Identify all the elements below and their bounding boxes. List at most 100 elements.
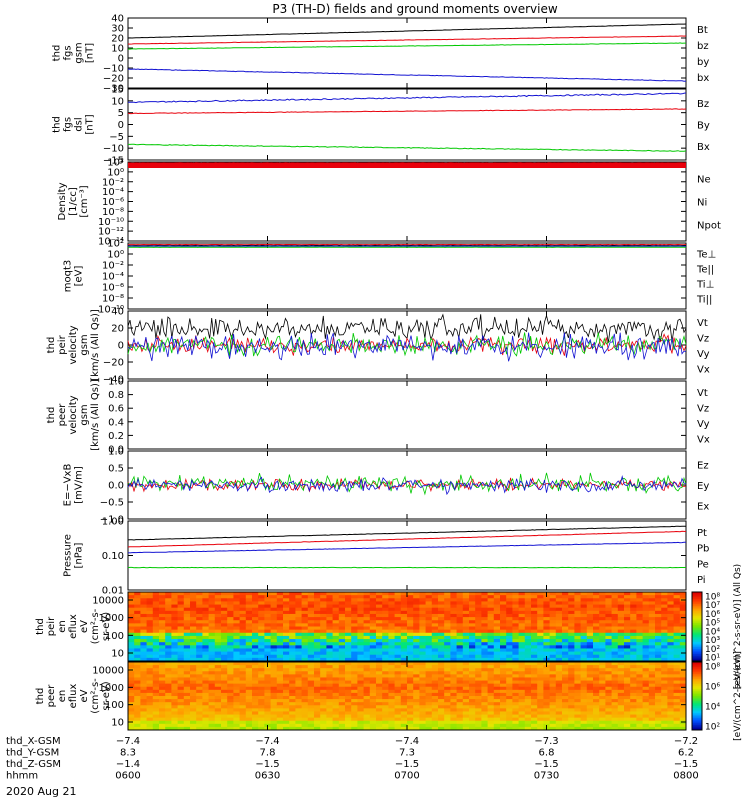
spectrogram-cell xyxy=(190,592,197,596)
spectrogram-cell xyxy=(655,717,662,722)
spectrogram-cell xyxy=(537,592,544,596)
spectrogram-cell xyxy=(394,632,402,637)
spectrogram-cell xyxy=(376,683,383,688)
spectrogram-cell xyxy=(438,717,445,722)
spectrogram-cell xyxy=(580,680,588,685)
spectrogram-cell xyxy=(320,601,327,606)
spectrogram-cell xyxy=(531,696,538,700)
spectrogram-cell xyxy=(338,620,346,624)
spectrogram-cell xyxy=(338,645,346,649)
spectrogram-cell xyxy=(314,604,321,609)
spectrogram-cell xyxy=(487,708,495,712)
spectrogram-cell xyxy=(345,654,352,659)
spectrogram-cell xyxy=(332,610,340,615)
spectrogram-cell xyxy=(438,665,445,669)
spectrogram-cell xyxy=(140,651,148,656)
y-tick-label: −1.0 xyxy=(100,515,124,526)
spectrogram-cell xyxy=(475,714,482,719)
spectrogram-cell xyxy=(593,705,600,709)
spectrogram-cell xyxy=(289,629,296,634)
spectrogram-cell xyxy=(258,665,265,669)
spectrogram-cell xyxy=(518,620,526,624)
spectrogram-cell xyxy=(568,623,575,627)
spectrogram-cell xyxy=(586,677,594,682)
spectrogram-cell xyxy=(351,689,358,694)
spectrogram-cell xyxy=(314,726,321,731)
spectrogram-cell xyxy=(388,686,396,691)
spectrogram-cell xyxy=(512,662,520,666)
panel-frame xyxy=(127,380,687,450)
spectrogram-cell xyxy=(444,617,451,621)
spectrogram-cell xyxy=(152,617,160,621)
spectrogram-cell xyxy=(431,642,439,646)
spectrogram-cell xyxy=(574,699,582,703)
spectrogram-cell xyxy=(456,717,464,722)
spectrogram-cell xyxy=(469,702,476,706)
spectrogram-cell xyxy=(630,629,637,634)
spectrogram-cell xyxy=(431,620,439,624)
spectrogram-cell xyxy=(363,626,371,631)
spectrogram-cell xyxy=(419,686,427,691)
spectrogram-cell xyxy=(450,699,458,703)
spectrogram-cell xyxy=(394,645,402,649)
spectrogram-cell xyxy=(233,645,241,649)
spectrogram-cell xyxy=(270,617,278,621)
spectrogram-cell xyxy=(295,642,303,646)
spectrogram-cell xyxy=(636,610,644,615)
spectrogram-cell xyxy=(140,720,148,725)
spectrogram-cell xyxy=(400,711,408,716)
spectrogram-cell xyxy=(239,613,247,618)
spectrogram-cell xyxy=(450,680,458,685)
spectrogram-cell xyxy=(177,592,185,596)
spectrogram-cell xyxy=(537,639,544,643)
spectrogram-cell xyxy=(171,683,179,688)
spectrogram-cell xyxy=(555,708,563,712)
spectrogram-cell xyxy=(518,668,526,672)
spectrogram-cell xyxy=(208,708,216,712)
spectrogram-cell xyxy=(258,648,265,653)
spectrogram-cell xyxy=(196,702,203,706)
spectrogram-cell xyxy=(580,717,588,722)
spectrogram-cell xyxy=(599,686,606,691)
spectrogram-cell xyxy=(425,683,433,688)
spectrogram-cell xyxy=(382,702,389,706)
spectrogram-cell xyxy=(221,696,228,700)
spectrogram-cell xyxy=(456,610,464,615)
spectrogram-cell xyxy=(301,702,309,706)
spectrogram-cell xyxy=(289,702,296,706)
spectrogram-cell xyxy=(531,702,538,706)
spectrogram-cell xyxy=(555,699,563,703)
spectrogram-cell xyxy=(512,708,520,712)
spectrogram-cell xyxy=(450,671,458,675)
spectrogram-cell xyxy=(140,696,148,700)
spectrogram-cell xyxy=(301,714,309,719)
spectrogram-cell xyxy=(221,699,228,703)
spectrogram-cell xyxy=(227,648,234,653)
colorbar-tick-label: 10⁶ xyxy=(705,683,720,693)
spectrogram-cell xyxy=(233,654,241,659)
spectrogram-cell xyxy=(475,617,482,621)
spectrogram-cell xyxy=(152,696,160,700)
spectrogram-cell xyxy=(648,671,656,675)
spectrogram-cell xyxy=(419,665,427,669)
spectrogram-cell xyxy=(363,598,371,602)
spectrogram-cell xyxy=(679,657,687,662)
spectrogram-cell xyxy=(245,674,253,678)
spectrogram-cell xyxy=(351,702,358,706)
spectrogram-cell xyxy=(369,689,377,694)
spectrogram-cell xyxy=(593,626,600,631)
spectrogram-cell xyxy=(543,651,551,656)
spectrogram-cell xyxy=(152,639,160,643)
spectrogram-cell xyxy=(227,677,234,682)
spectrogram-cell xyxy=(134,683,141,688)
spectrogram-cell xyxy=(413,620,420,624)
spectrogram-cell xyxy=(388,696,396,700)
spectrogram-cell xyxy=(679,632,687,637)
spectrogram-cell xyxy=(258,601,265,606)
spectrogram-cell xyxy=(425,604,433,609)
spectrogram-cell xyxy=(537,617,544,621)
spectrogram-cell xyxy=(140,601,148,606)
spectrogram-cell xyxy=(518,623,526,627)
spectrogram-cell xyxy=(475,648,482,653)
spectrogram-cell xyxy=(413,674,420,678)
